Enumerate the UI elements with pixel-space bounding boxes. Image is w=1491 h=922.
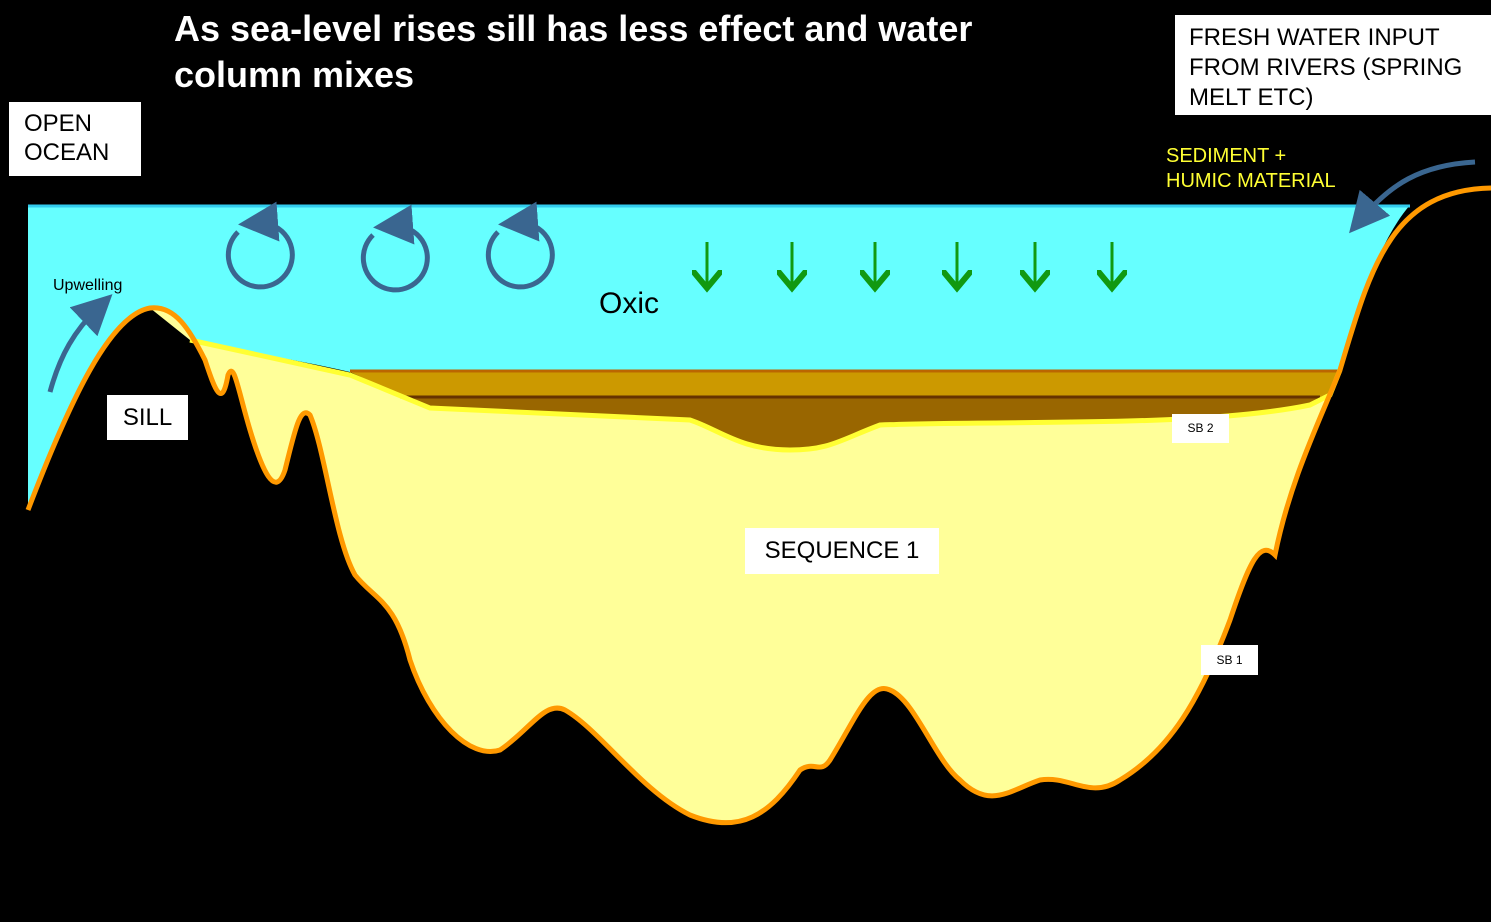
mixing-arrows <box>47 159 1476 393</box>
sb1-label: SB 1 <box>1201 645 1258 675</box>
label-line: FRESH WATER INPUT <box>1189 24 1440 51</box>
label-line: MELT ETC) <box>1189 84 1314 111</box>
sill-label: SILL <box>107 395 188 440</box>
title-line: column mixes <box>174 54 415 95</box>
title: As sea-level rises sill has less effect … <box>174 6 972 98</box>
title-line: As sea-level rises sill has less effect … <box>174 8 973 49</box>
sb1-surface <box>25 185 1491 826</box>
label-line: OPEN <box>24 110 93 137</box>
upwelling-label: Upwelling <box>53 277 123 294</box>
sediment-label: SEDIMENT + HUMIC MATERIAL <box>1166 144 1336 194</box>
sequence-label: SEQUENCE 1 <box>745 528 939 574</box>
label-line: FROM RIVERS (SPRING <box>1189 54 1463 81</box>
label-line: OCEAN <box>24 138 110 166</box>
open-ocean-label: OPEN OCEAN <box>9 102 141 176</box>
sb2-label: SB 2 <box>1172 414 1229 443</box>
label-line: SEDIMENT + <box>1166 145 1287 167</box>
settling-arrows <box>707 242 1112 285</box>
oxic-label: Oxic <box>599 287 659 320</box>
fresh-water-label: FRESH WATER INPUT FROM RIVERS (SPRING ME… <box>1175 15 1491 115</box>
label-line: HUMIC MATERIAL <box>1166 170 1336 192</box>
humic-layer <box>400 397 1320 450</box>
